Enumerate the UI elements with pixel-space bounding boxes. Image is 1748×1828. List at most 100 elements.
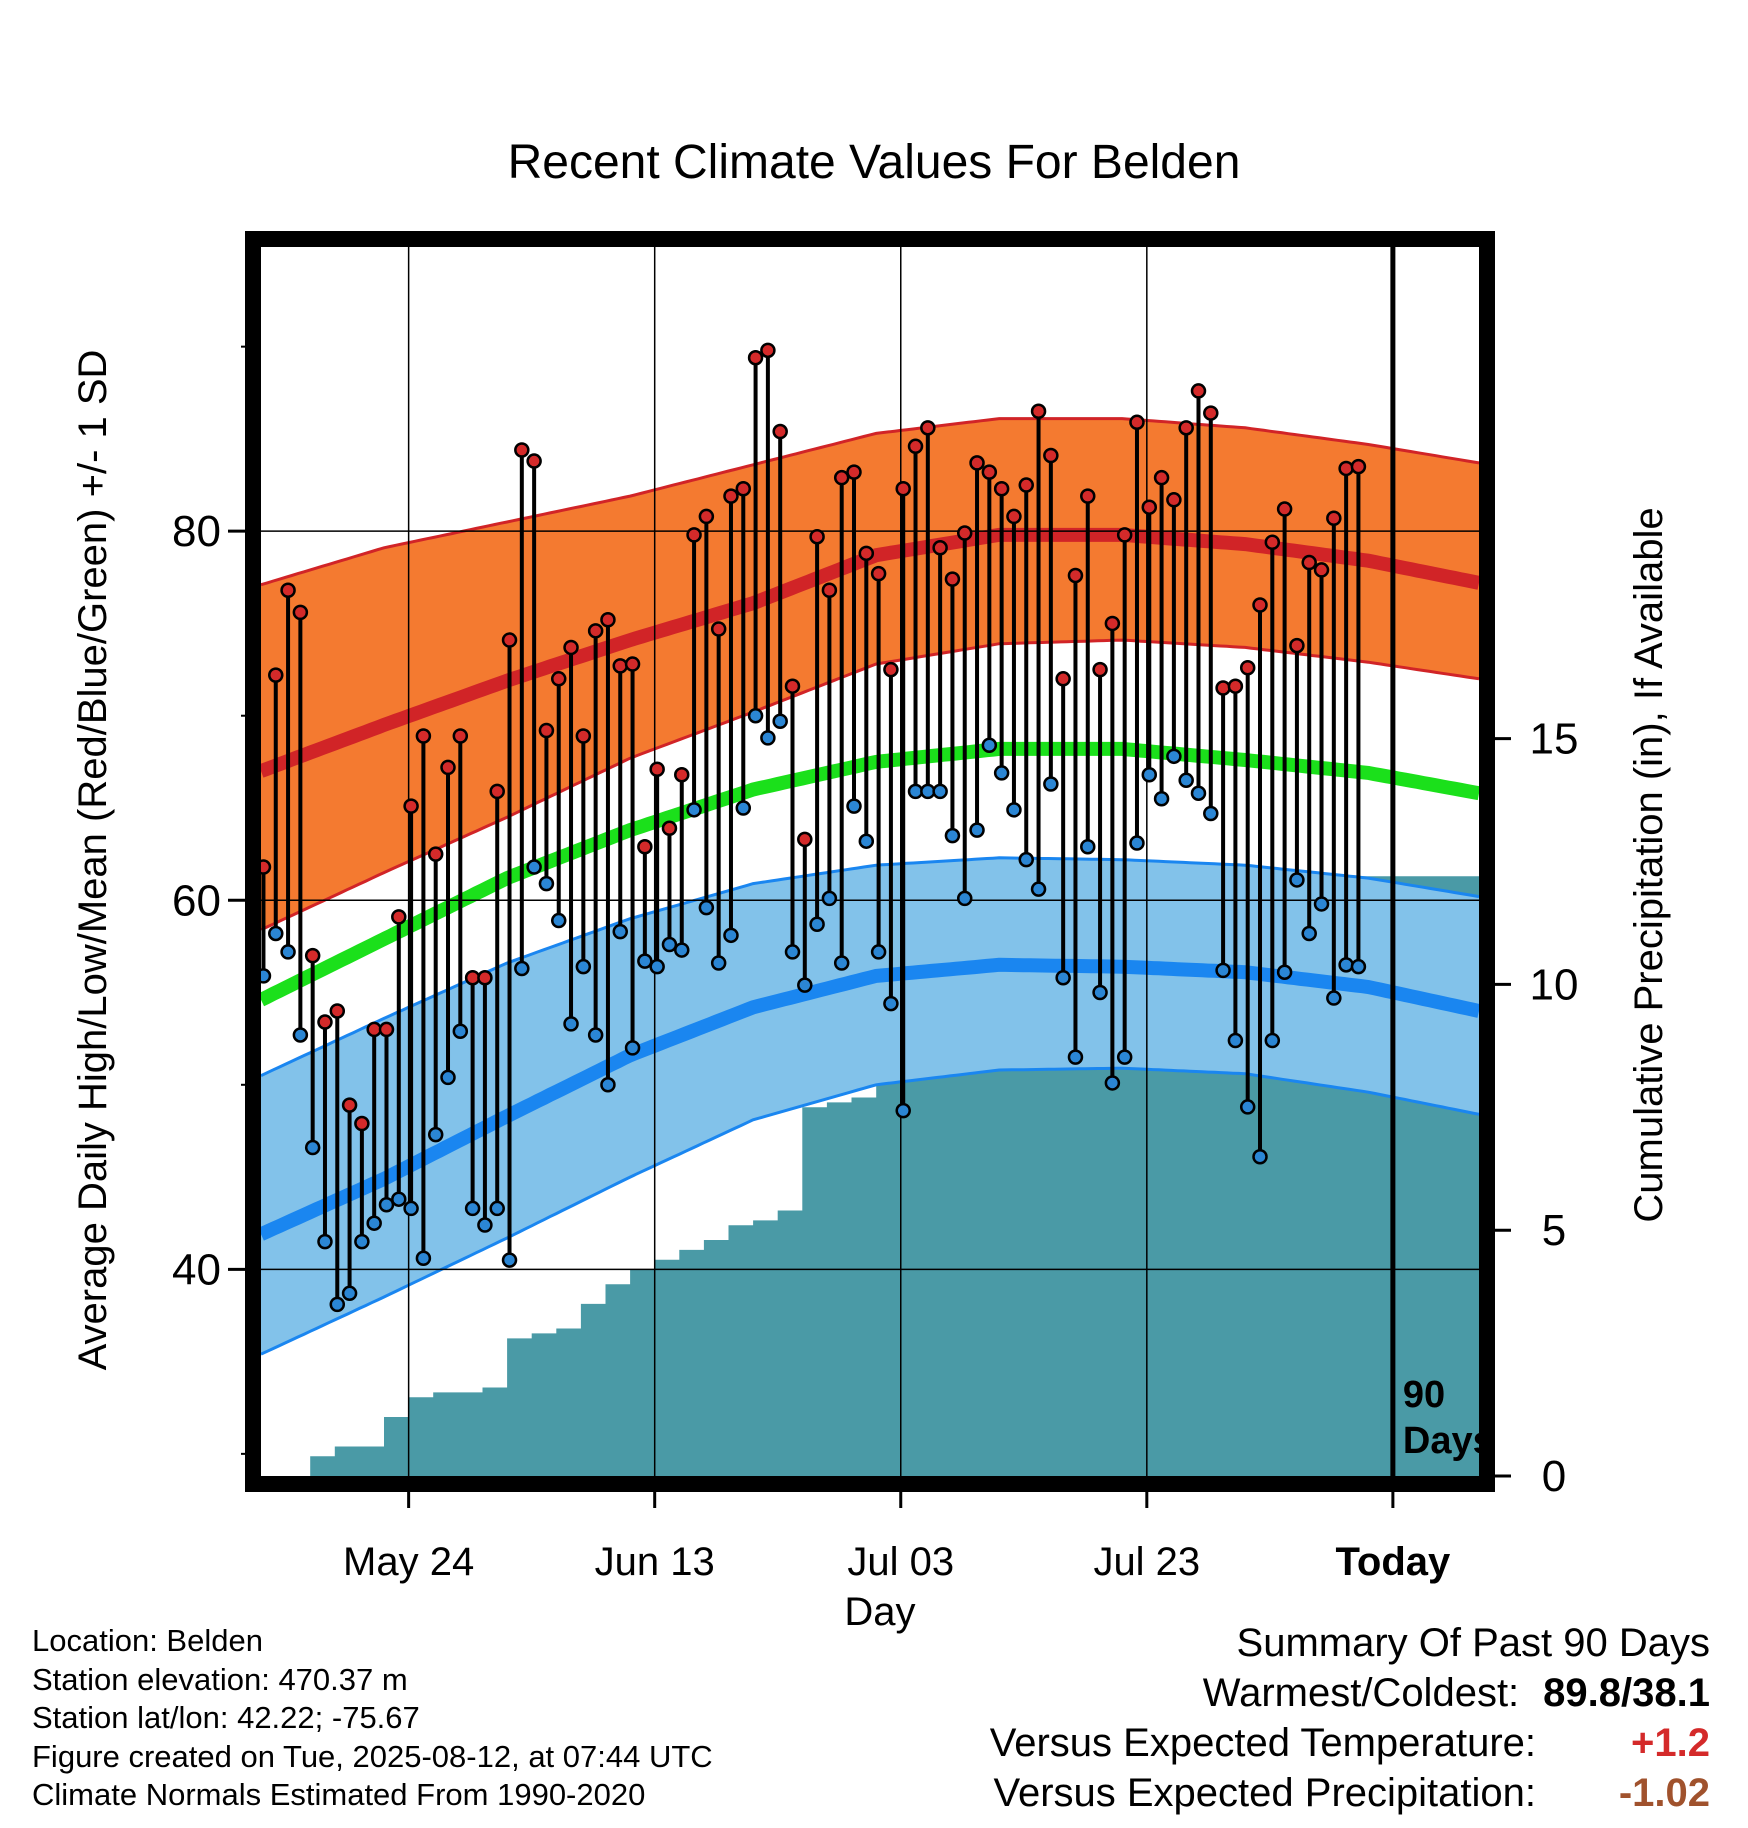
precip-value: -1.02 (1618, 1771, 1710, 1815)
daily-low-point (575, 958, 592, 975)
daily-low-point (415, 1250, 432, 1266)
daily-high-point (895, 480, 911, 497)
created-text: Figure created on Tue, 2025-08-12, at 07… (32, 1738, 713, 1774)
daily-low-point (920, 783, 936, 800)
daily-low-point (477, 1217, 493, 1233)
warm-cold-value: 89.8/38.1 (1543, 1671, 1710, 1715)
daily-high-point (452, 728, 469, 744)
daily-high-point (1092, 661, 1108, 678)
daily-high-point (784, 678, 801, 694)
daily-low-point (710, 955, 727, 971)
daily-high-point (1252, 597, 1268, 613)
low-upper-line (261, 856, 1479, 1077)
daily-low-point (624, 1040, 641, 1056)
daily-high-point (538, 722, 555, 739)
daily-low-point (760, 730, 776, 746)
daily-high-point (550, 671, 567, 687)
daily-low-point (427, 1126, 444, 1143)
daily-low-point (674, 942, 690, 958)
daily-low-point (1264, 1032, 1281, 1049)
summary-temp: Versus Expected Temperature: +1.2 (990, 1718, 1710, 1768)
daily-high-point (858, 545, 875, 562)
daily-high-point (477, 970, 493, 986)
daily-high-point (612, 658, 628, 674)
daily-low-point (317, 1233, 333, 1250)
elevation-text: Station elevation: 470.37 m (32, 1661, 408, 1697)
daily-high-point (661, 820, 678, 837)
summary-panel: Summary Of Past 90 Days Warmest/Coldest:… (990, 1618, 1710, 1818)
daily-high-point (883, 661, 899, 678)
daily-high-point (698, 508, 715, 525)
daily-high-point (489, 783, 505, 800)
daily-low-point (600, 1077, 616, 1093)
daily-high-point (907, 438, 924, 455)
daily-high-point (1129, 414, 1145, 431)
daily-high-point (1116, 527, 1133, 543)
daily-high-point (956, 525, 973, 541)
daily-low-point (329, 1296, 346, 1313)
normal-low-line (261, 957, 1479, 1241)
daily-low-point (1252, 1149, 1268, 1165)
warm-cold-label: Warmest/Coldest: (1202, 1671, 1520, 1715)
daily-low-point (280, 944, 296, 960)
daily-low-point (870, 944, 887, 960)
daily-low-point (1129, 835, 1145, 851)
latlon-text: Station lat/lon: 42.22; -75.67 (32, 1700, 420, 1735)
daily-high-point (575, 728, 592, 744)
daily-low-point (1289, 872, 1305, 888)
daily-high-point (1215, 680, 1231, 696)
daily-high-point (993, 480, 1010, 497)
daily-high-point (1055, 671, 1071, 687)
daily-low-point (391, 1191, 407, 1207)
daily-low-point (366, 1215, 382, 1231)
daily-low-point (304, 1139, 321, 1156)
daily-low-point (1313, 896, 1330, 912)
y2-tick-label: 5 (1542, 1206, 1566, 1255)
daily-low-point (452, 1023, 469, 1040)
daily-low-point (747, 707, 764, 724)
daily-high-point (1276, 501, 1293, 517)
daily-high-point (1153, 469, 1170, 486)
x-tick-label: Jul 03 (847, 1540, 954, 1584)
daily-low-point (1190, 785, 1207, 801)
daily-low-point (637, 953, 653, 969)
daily-high-point (1301, 554, 1317, 571)
daily-high-point (821, 582, 838, 598)
low-lower-line (261, 1066, 1479, 1356)
daily-high-point (292, 604, 309, 621)
daily-low-point (956, 890, 973, 907)
daily-high-point (587, 623, 604, 639)
y-tick-label: 60 (172, 876, 221, 925)
daily-low-point (993, 765, 1010, 781)
location-text: Location: Belden (32, 1623, 263, 1658)
daily-low-point (809, 916, 825, 932)
daily-high-point (600, 612, 616, 628)
daily-low-point (649, 958, 665, 975)
daily-high-point (280, 582, 296, 598)
daily-low-point (538, 875, 555, 892)
daily-low-point (858, 833, 875, 849)
daily-low-point (833, 955, 850, 971)
daily-high-point (317, 1014, 333, 1030)
daily-high-point (1067, 567, 1084, 584)
daily-high-point (686, 527, 702, 543)
daily-low-point (784, 944, 801, 960)
daily-low-point (1301, 925, 1317, 942)
daily-high-point (674, 767, 690, 783)
daily-high-point (1289, 637, 1305, 654)
daily-low-point (932, 783, 948, 800)
y-tick-label: 80 (172, 507, 221, 556)
daily-low-point (550, 912, 567, 929)
daily-low-point (1067, 1049, 1084, 1065)
daily-high-point (1190, 383, 1207, 399)
daily-high-point (846, 464, 862, 480)
daily-low-point (1153, 791, 1170, 807)
summary-warm-cold: Warmest/Coldest: 89.8/38.1 (990, 1668, 1710, 1718)
daily-low-point (735, 800, 752, 816)
daily-high-point (341, 1097, 358, 1113)
today-marker-line: 90 (1403, 1374, 1445, 1416)
daily-high-point (1166, 492, 1182, 508)
daily-high-point (1239, 659, 1256, 676)
daily-high-point (464, 970, 481, 986)
